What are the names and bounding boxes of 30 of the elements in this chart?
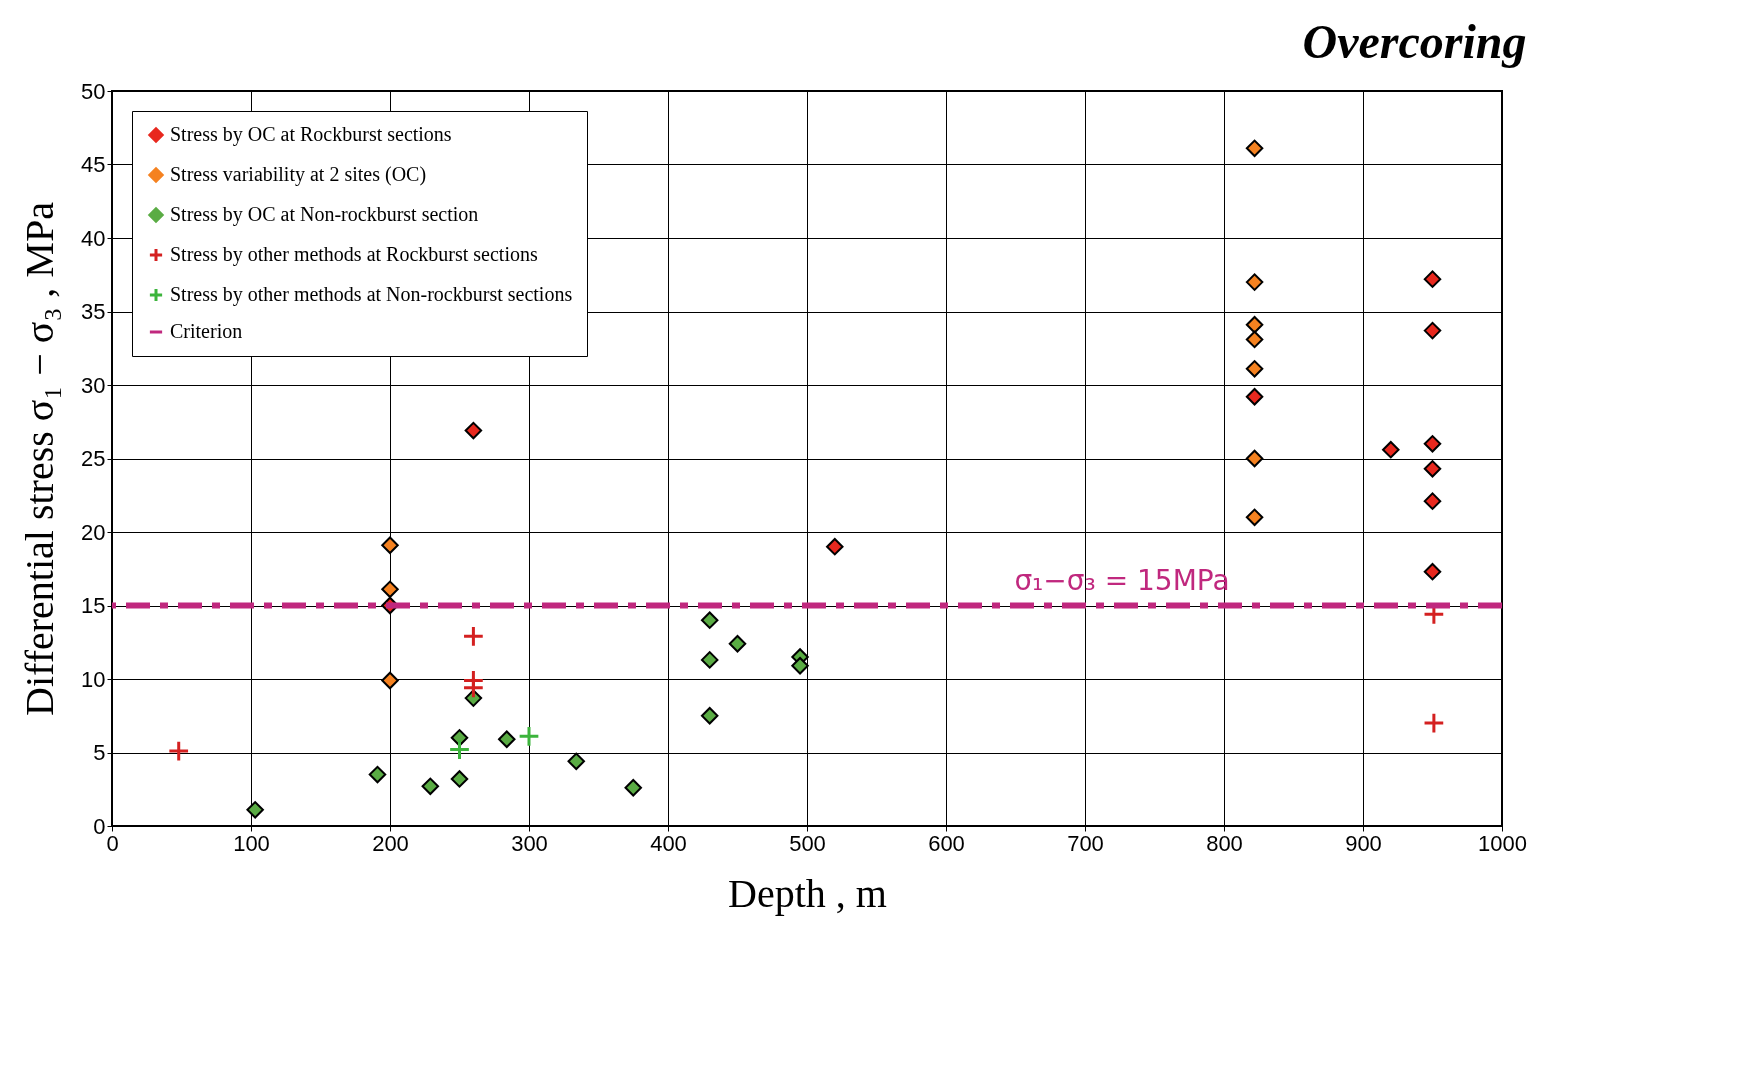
y-tick-label: 10 bbox=[81, 666, 106, 692]
y-tick-label: 25 bbox=[81, 446, 106, 471]
y-tick-label: 15 bbox=[81, 593, 106, 618]
legend-label: Stress variability at 2 sites (OC) bbox=[170, 163, 427, 186]
x-tick-label: 300 bbox=[511, 830, 548, 856]
y-tick-label: 20 bbox=[81, 519, 106, 545]
x-tick-label: 700 bbox=[1067, 830, 1104, 856]
legend-label: Criterion bbox=[170, 320, 243, 342]
x-tick-label: 900 bbox=[1345, 830, 1382, 856]
x-tick-label: 200 bbox=[372, 830, 409, 856]
y-tick-label: 35 bbox=[81, 299, 106, 324]
y-tick-label: 5 bbox=[93, 740, 106, 765]
x-tick-label: 400 bbox=[650, 830, 687, 856]
x-tick-label: 800 bbox=[1206, 830, 1243, 856]
y-axis-title: Differential stress σ₁ − σ₃ , MPa bbox=[17, 201, 63, 716]
y-tick-label: 50 bbox=[81, 78, 106, 104]
legend-label: Stress by OC at Rockburst sections bbox=[170, 123, 452, 146]
chart-title: Overcoring bbox=[1302, 15, 1527, 68]
x-tick-label: 100 bbox=[233, 830, 270, 856]
x-tick-label: 1000 bbox=[1478, 830, 1527, 856]
x-tick-label: 500 bbox=[789, 830, 826, 856]
legend-label: Stress by other methods at Rockburst sections bbox=[170, 243, 538, 266]
y-tick-label: 0 bbox=[93, 813, 106, 839]
x-axis-title: Depth , m bbox=[728, 870, 887, 916]
legend-label: Stress by OC at Non-rockburst section bbox=[170, 203, 479, 226]
legend-label: Stress by other methods at Non-rockburst sections bbox=[170, 283, 573, 306]
x-tick-label: 600 bbox=[928, 830, 965, 856]
y-tick-label: 30 bbox=[81, 372, 106, 398]
y-tick-label: 40 bbox=[81, 225, 106, 251]
y-tick-label: 45 bbox=[81, 152, 106, 177]
